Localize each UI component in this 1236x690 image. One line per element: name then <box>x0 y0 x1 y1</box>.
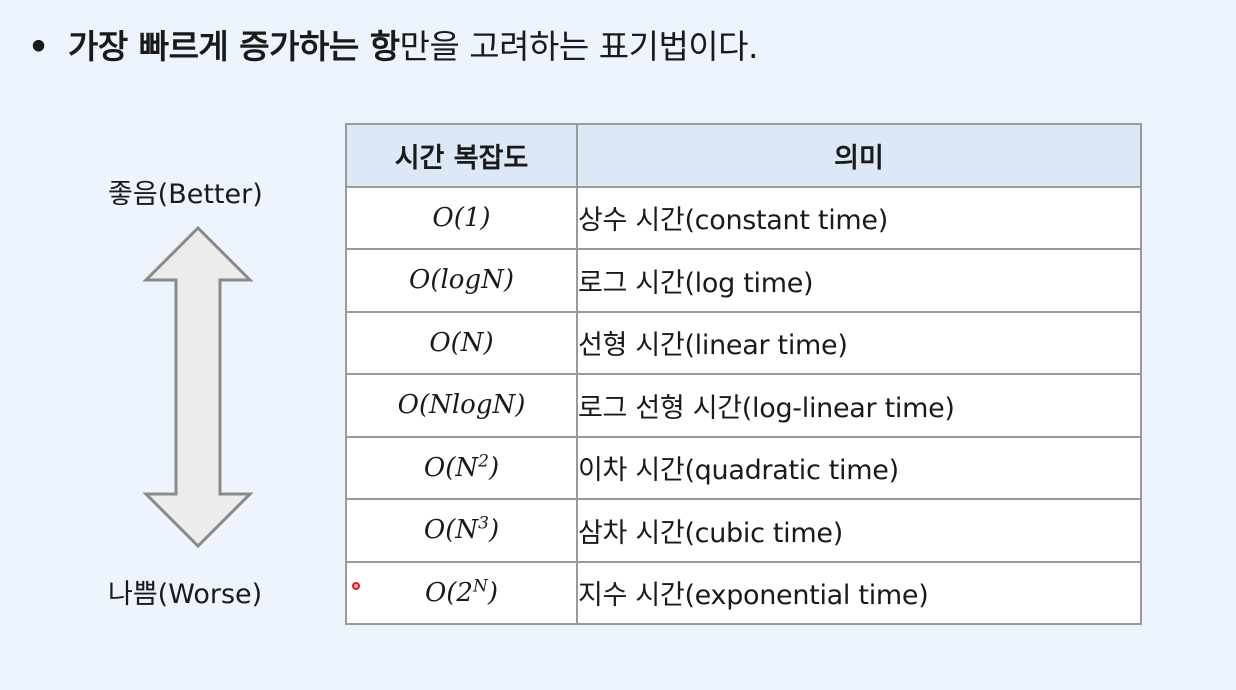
meaning-cell: 삼차 시간(cubic time) <box>576 498 1142 563</box>
meaning-cell: 상수 시간(constant time) <box>576 185 1142 250</box>
meaning-cell: 선형 시간(linear time) <box>576 310 1142 375</box>
table-row: O(1) 상수 시간(constant time) <box>345 185 1142 250</box>
better-label: 좋음(Better) <box>108 179 263 210</box>
notation-base: O(N <box>423 452 479 483</box>
notation-cell: O(N) <box>345 310 578 375</box>
meaning-cell: 이차 시간(quadratic time) <box>576 435 1142 500</box>
table-row: O(2N) 지수 시간(exponential time) <box>345 560 1142 625</box>
notation-cell: O(NlogN) <box>345 373 578 438</box>
table-row: O(N) 선형 시간(linear time) <box>345 310 1142 375</box>
cursor-pointer-dot <box>352 581 360 590</box>
header-meaning: 의미 <box>576 123 1142 188</box>
meaning-cell: 로그 시간(log time) <box>576 248 1142 313</box>
notation-cell: O(1) <box>345 185 578 250</box>
notation-exponent: 3 <box>478 513 489 534</box>
notation-close: ) <box>488 452 500 483</box>
notation-exponent: N <box>472 576 488 597</box>
worse-label: 나쁨(Worse) <box>108 579 263 610</box>
table-row: O(logN) 로그 시간(log time) <box>345 248 1142 313</box>
bullet-point: • <box>28 27 49 66</box>
complexity-table: 시간 복잡도 의미 O(1) 상수 시간(constant time) O(lo… <box>345 123 1142 625</box>
notation-cell: O(logN) <box>345 248 578 313</box>
header-time-complexity: 시간 복잡도 <box>345 123 578 188</box>
meaning-cell: 지수 시간(exponential time) <box>576 560 1142 625</box>
meaning-cell: 로그 선형 시간(log-linear time) <box>576 373 1142 438</box>
notation-cell: O(N3) <box>345 498 578 563</box>
table-row: O(NlogN) 로그 선형 시간(log-linear time) <box>345 373 1142 438</box>
heading-bold-text: 가장 빠르게 증가하는 항 <box>68 27 400 66</box>
notation-base: O(N <box>423 515 479 546</box>
notation-close: ) <box>488 515 500 546</box>
notation-base: O(2 <box>424 577 473 608</box>
double-arrow-icon <box>142 225 254 549</box>
heading-line: • 가장 빠르게 증가하는 항만을 고려하는 표기법이다. <box>28 24 759 70</box>
table-row: O(N2) 이차 시간(quadratic time) <box>345 435 1142 500</box>
notation-exponent: 2 <box>478 451 489 472</box>
table-row: O(N3) 삼차 시간(cubic time) <box>345 498 1142 563</box>
notation-cell: O(2N) <box>345 560 578 625</box>
notation-cell: O(N2) <box>345 435 578 500</box>
heading-rest-text: 만을 고려하는 표기법이다. <box>399 27 759 66</box>
notation-close: ) <box>487 577 499 608</box>
table-header-row: 시간 복잡도 의미 <box>345 123 1142 188</box>
